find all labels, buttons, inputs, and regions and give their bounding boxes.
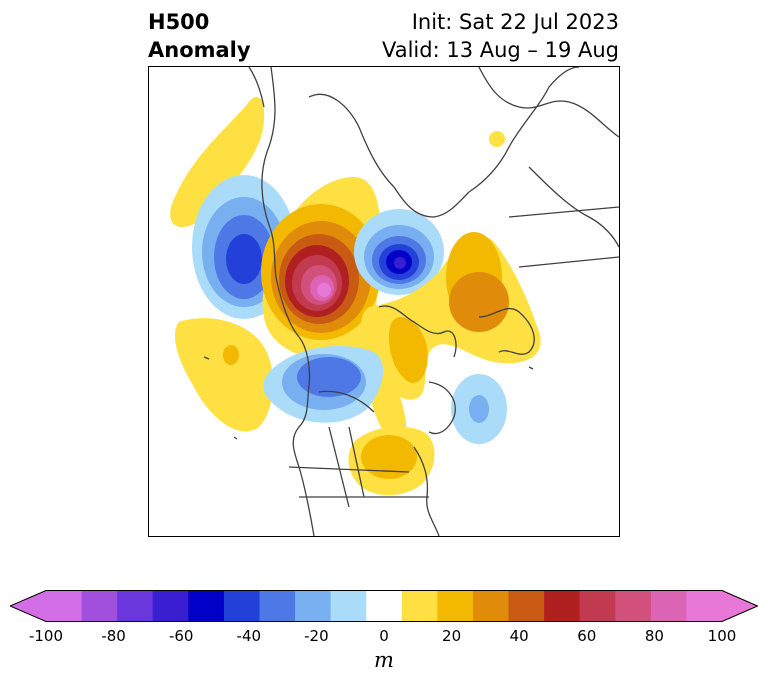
contour-pacific-ridge-south xyxy=(174,318,274,432)
valid-date-range: Valid: 13 Aug – 19 Aug xyxy=(381,38,619,62)
colorbar-tick-label: 100 xyxy=(707,627,737,645)
colorbar-segment xyxy=(615,590,652,622)
colorbar-segment xyxy=(686,590,723,622)
contour-wcanada-trough-30 xyxy=(297,357,361,397)
colorbar-tick-label: -40 xyxy=(236,627,262,645)
colorbar-segment xyxy=(544,590,581,622)
chart-title: H500 Anomaly xyxy=(148,8,251,64)
colorbar-segment xyxy=(295,590,332,622)
title-type: Anomaly xyxy=(148,38,251,62)
colorbar-tick-label: 0 xyxy=(379,627,389,645)
contour-arctic-trough-60 xyxy=(394,257,406,269)
contour-goa-trough-50 xyxy=(226,234,262,284)
colorbar-segment xyxy=(650,590,687,622)
colorbar-tick-label: 80 xyxy=(644,627,664,645)
colorbar-tick-label: 40 xyxy=(509,627,529,645)
colorbar-segment xyxy=(579,590,616,622)
colorbar-segment xyxy=(330,590,367,622)
contour-bering-ridge-90 xyxy=(317,283,331,297)
anomaly-map xyxy=(170,67,619,536)
contour-atlantic-trough-20 xyxy=(469,395,489,423)
contour-canada-ridge-20 xyxy=(389,317,428,383)
colorbar-tick-label: -80 xyxy=(101,627,126,645)
map-panel xyxy=(148,66,620,537)
colorbar xyxy=(10,590,758,622)
colorbar-tick-label: -20 xyxy=(304,627,329,645)
colorbar-segment xyxy=(188,590,225,622)
colorbar-segment xyxy=(366,590,403,622)
contour-eus-ridge-20 xyxy=(361,435,417,479)
colorbar-segment xyxy=(223,590,260,622)
coastlines xyxy=(203,67,619,536)
colorbar-segment xyxy=(259,590,296,622)
chart-dates: Init: Sat 22 Jul 2023 Valid: 13 Aug – 19… xyxy=(382,8,619,64)
colorbar-segment xyxy=(437,590,474,622)
colorbar-segment xyxy=(46,590,83,622)
colorbar-segment xyxy=(508,590,545,622)
colorbar-segment xyxy=(152,590,189,622)
title-variable: H500 xyxy=(148,10,210,34)
colorbar-tick-label: -100 xyxy=(28,627,64,645)
contour-siberia-small xyxy=(489,131,505,147)
colorbar-tick-label: -60 xyxy=(168,627,194,645)
contour-pacific-ridge-core xyxy=(223,345,239,365)
colorbar-segment xyxy=(401,590,438,622)
colorbar-extend-max xyxy=(722,590,758,622)
colorbar-tick-label: 60 xyxy=(577,627,597,645)
colorbar-segment xyxy=(472,590,510,622)
init-date: Init: Sat 22 Jul 2023 xyxy=(411,10,619,34)
colorbar-units: m xyxy=(374,648,394,672)
colorbar-tick-label: 20 xyxy=(442,627,462,645)
contour-npacific-ridge xyxy=(170,96,265,228)
colorbar-extend-min xyxy=(10,590,46,622)
colorbar-segment xyxy=(117,590,154,622)
colorbar-segment xyxy=(81,590,118,622)
contour-greenland-ridge-30 xyxy=(449,272,509,332)
colorbar-outline xyxy=(10,590,758,622)
